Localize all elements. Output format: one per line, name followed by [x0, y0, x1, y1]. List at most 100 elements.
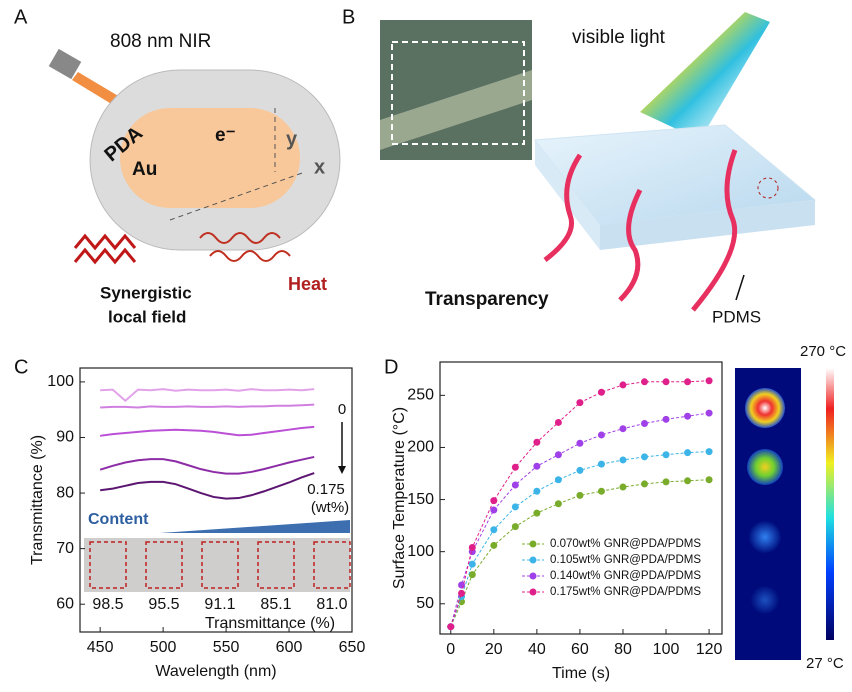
- panel-letter: A: [14, 6, 28, 28]
- panel-b: B visible light Transparency PDMS: [342, 6, 817, 326]
- data-point: [597, 388, 605, 396]
- x-tick-label: 650: [339, 639, 366, 656]
- annotation: 0.175: [307, 481, 345, 498]
- heat-arrows: [543, 149, 738, 312]
- highlight: [757, 177, 779, 199]
- transparency-label: Transparency: [425, 289, 549, 310]
- data-point: [619, 456, 627, 464]
- colorbar: [826, 368, 834, 640]
- y-tick-label: 60: [56, 595, 74, 612]
- data-point: [533, 509, 541, 517]
- heat-label: Heat: [288, 274, 327, 294]
- x-tick-label: 450: [87, 639, 114, 656]
- plot-frame: [79, 367, 353, 633]
- photo-path: [380, 70, 532, 150]
- y-tick-label: 250: [407, 387, 434, 404]
- light-label: visible light: [572, 27, 666, 48]
- panel-letter: B: [342, 6, 355, 28]
- data-point: [597, 487, 605, 495]
- data-point: [576, 399, 584, 407]
- heat-waves: [199, 232, 291, 262]
- panel-letter: C: [14, 356, 28, 378]
- legend-label: 0.175wt% GNR@PDA/PDMS: [550, 586, 701, 598]
- data-point: [576, 491, 584, 499]
- data-point: [576, 439, 584, 447]
- y-tick-label: 100: [407, 543, 434, 560]
- y-axis-title: Surface Temperature (°C): [391, 407, 408, 589]
- data-point: [597, 460, 605, 468]
- sample-box: [313, 541, 351, 589]
- data-point: [662, 378, 670, 386]
- electron-label: e⁻: [215, 125, 236, 146]
- slab-edge: [600, 200, 815, 250]
- data-point: [705, 377, 713, 385]
- sample-box: [201, 541, 239, 589]
- data-point: [705, 476, 713, 484]
- data-point: [641, 453, 649, 461]
- series-line: [100, 403, 315, 409]
- x-tick-label: 600: [276, 639, 303, 656]
- field-label: Synergistic: [100, 283, 192, 302]
- series-line: [100, 472, 315, 500]
- data-point: [619, 483, 627, 491]
- hot-spot: [745, 388, 785, 428]
- x-axis-title: Time (s): [552, 665, 610, 682]
- y-label: y: [286, 128, 298, 150]
- inset-axis-label: Transmittance (%): [205, 615, 335, 632]
- data-point: [662, 451, 670, 459]
- data-point: [662, 415, 670, 423]
- x-tick-label: 60: [571, 641, 589, 658]
- inset-label: 95.5: [148, 596, 179, 613]
- data-point: [619, 381, 627, 389]
- x-guide: [169, 171, 306, 221]
- data-point: [554, 418, 562, 426]
- data-point: [533, 438, 541, 446]
- inset-label: 85.1: [260, 596, 291, 613]
- sample-box: [145, 541, 183, 589]
- pdms-label: PDMS: [712, 307, 761, 326]
- content-wedge: [160, 520, 350, 533]
- data-point: [490, 526, 498, 534]
- series-line: [99, 455, 315, 475]
- panel-a: A 808 nm NIR PDA Au e⁻ y x Synergistic l…: [14, 6, 341, 326]
- annotation: 0: [338, 401, 346, 418]
- y-tick-label: 50: [416, 595, 434, 612]
- data-point: [458, 589, 466, 597]
- laser-beam: [72, 72, 125, 108]
- data-point: [684, 378, 692, 386]
- series-line: [100, 388, 315, 403]
- data-point: [490, 497, 498, 505]
- data-point: [705, 448, 713, 456]
- x-tick-label: 40: [528, 641, 546, 658]
- data-point: [641, 419, 649, 427]
- series-line: [450, 451, 710, 627]
- laser-label: 808 nm NIR: [110, 31, 211, 52]
- legend-marker: [529, 556, 537, 564]
- data-point: [684, 449, 692, 457]
- data-point: [533, 462, 541, 470]
- data-point: [533, 487, 541, 495]
- x-tick-label: 100: [653, 641, 680, 658]
- inset: Content 0 0.175 (wt%) Transmittance (%) …: [84, 401, 351, 632]
- panel-letter: D: [384, 356, 398, 378]
- hot-spot: [749, 521, 781, 553]
- data-point: [458, 598, 466, 606]
- data-point: [468, 560, 476, 568]
- y-tick-label: 70: [56, 540, 74, 557]
- light-beam: [640, 12, 770, 140]
- data-point: [641, 378, 649, 386]
- x-tick-label: 550: [213, 639, 240, 656]
- colorbar-max: 270 °C: [800, 343, 846, 360]
- x-axis-title: Wavelength (nm): [155, 663, 276, 680]
- x-tick-label: 120: [696, 641, 723, 658]
- hot-spot: [751, 586, 779, 614]
- sample-box: [89, 541, 127, 589]
- data-point: [511, 463, 519, 471]
- data-point: [468, 571, 476, 579]
- data-point: [641, 480, 649, 488]
- field-label: local field: [108, 307, 186, 326]
- data-point: [576, 466, 584, 474]
- sample-box: [257, 541, 295, 589]
- colorbar-min: 27 °C: [806, 655, 844, 672]
